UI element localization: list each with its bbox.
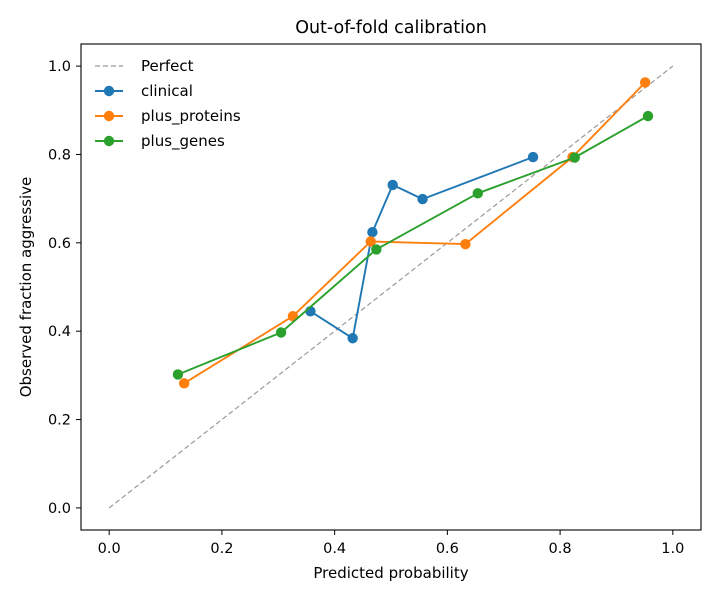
plot-frame: [80, 43, 702, 531]
legend-marker-plus-genes: [103, 135, 115, 147]
legend-label-clinical: clinical: [141, 82, 193, 100]
series-line-plus-genes: [177, 115, 649, 376]
data-point-plus-genes: [371, 244, 382, 255]
data-point-plus-genes: [642, 110, 654, 122]
y-tick-label: 0.8: [48, 147, 71, 163]
data-point-plus-genes: [472, 188, 483, 199]
y-tick-label: 0.2: [48, 413, 71, 429]
data-point-plus-proteins: [365, 236, 376, 247]
x-tick-label: 0.8: [549, 541, 572, 557]
data-point-plus-proteins: [178, 378, 190, 389]
perfect-calibration-line: [108, 65, 674, 509]
legend-label-perfect: Perfect: [141, 57, 194, 75]
y-tick-label: 0.4: [48, 324, 71, 340]
data-point-plus-genes: [275, 327, 287, 338]
x-axis-title: Predicted probability: [313, 564, 468, 582]
y-tick-label: 1.0: [48, 59, 71, 75]
series-line-plus-proteins: [183, 81, 646, 385]
y-tick-label: 0.6: [48, 236, 71, 252]
legend: Perfect clinical plus_proteins plus_genes: [95, 57, 241, 151]
data-point-clinical: [347, 333, 358, 344]
plot-area: [108, 65, 674, 509]
x-tick-label: 0.0: [98, 541, 121, 557]
y-tick-label: 0.0: [48, 501, 71, 517]
legend-marker-plus-proteins: [103, 110, 115, 122]
x-tick-label: 1.0: [661, 541, 684, 557]
data-point-plus-proteins: [460, 238, 471, 250]
y-axis-title: Observed fraction aggressive: [17, 177, 35, 398]
data-point-clinical: [527, 151, 539, 163]
data-point-clinical: [387, 179, 398, 191]
chart-title: Out-of-fold calibration: [295, 18, 487, 38]
x-tick-label: 0.6: [436, 541, 459, 557]
series-line-clinical: [309, 156, 534, 340]
legend-marker-clinical: [103, 85, 115, 97]
data-point-clinical: [417, 193, 428, 205]
data-point-plus-proteins: [640, 77, 651, 88]
legend-label-plus-genes: plus_genes: [141, 132, 225, 151]
data-point-clinical: [367, 227, 378, 238]
legend-label-plus-proteins: plus_proteins: [141, 107, 241, 126]
data-point-plus-genes: [569, 152, 580, 163]
axes: 0.0 0.2 0.4 0.6 0.8 1.0 0.0 0.2 0.4 0.6 0.8 1.0: [48, 59, 684, 557]
data-point-plus-genes: [172, 369, 184, 380]
x-tick-label: 0.4: [323, 541, 346, 557]
x-tick-label: 0.2: [210, 541, 233, 557]
